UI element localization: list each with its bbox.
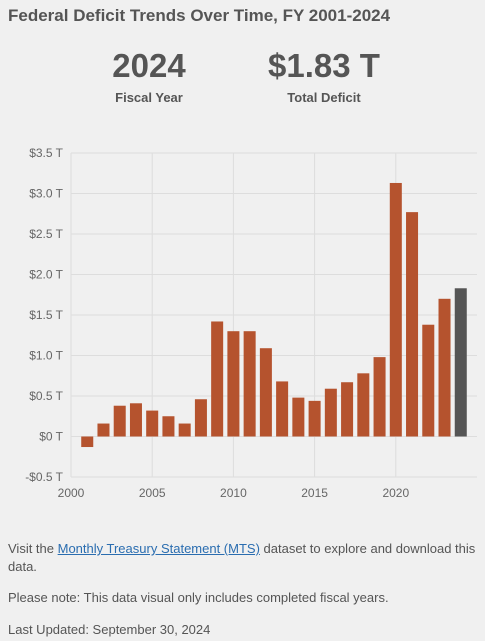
bar-2009 (211, 321, 224, 437)
bar-2019 (373, 357, 386, 437)
y-tick-label: $1.0 T (29, 349, 63, 363)
y-tick-label: $3.0 T (29, 187, 63, 201)
bar-2016 (324, 388, 337, 437)
total-deficit-label: Total Deficit (287, 90, 361, 105)
y-tick-label: $2.5 T (29, 227, 63, 241)
bar-2017 (341, 382, 354, 437)
mts-info-text: Visit the Monthly Treasury Statement (MT… (8, 540, 482, 576)
x-tick-label: 2010 (220, 486, 247, 500)
bar-2023 (438, 298, 451, 437)
bar-2006 (162, 416, 175, 437)
bar-2007 (178, 423, 191, 437)
last-updated: Last Updated: September 30, 2024 (8, 622, 211, 637)
y-tick-label: $0.5 T (29, 389, 63, 403)
bar-2008 (194, 399, 207, 437)
bar-2002 (97, 423, 110, 437)
fiscal-year-value: 2024 (112, 47, 186, 84)
bar-2003 (113, 405, 126, 437)
bar-2004 (129, 403, 142, 437)
fiscal-year-stat: 2024 Fiscal Year (100, 47, 198, 105)
y-tick-label: -$0.5 T (25, 470, 63, 484)
bar-2013 (276, 381, 289, 437)
x-tick-label: 2015 (301, 486, 328, 500)
fiscal-year-label: Fiscal Year (115, 90, 183, 105)
bar-2011 (243, 331, 256, 437)
y-tick-label: $1.5 T (29, 308, 63, 322)
mts-suffix: dataset to explore and download this dat… (8, 541, 476, 574)
y-tick-label: $3.5 T (29, 146, 63, 160)
bar-2005 (146, 410, 159, 437)
x-tick-label: 2005 (139, 486, 166, 500)
bar-2014 (292, 397, 305, 437)
mts-prefix: Visit the (8, 541, 58, 556)
chart-title: Federal Deficit Trends Over Time, FY 200… (8, 6, 391, 25)
deficit-bar-chart: -$0.5 T $0 T $0.5 T $1.0 T $1.5 T $2.0 T $2.5 … (25, 146, 477, 500)
bar-2021 (406, 212, 419, 437)
total-deficit-stat: $1.83 T Total Deficit (256, 47, 392, 105)
bar-2015 (308, 400, 321, 437)
total-deficit-value: $1.83 T (268, 47, 380, 84)
x-tick-label: 2020 (382, 486, 409, 500)
y-tick-label: $0 T (39, 430, 63, 444)
bar-2012 (259, 348, 272, 437)
mts-link[interactable]: Monthly Treasury Statement (MTS) (57, 541, 260, 556)
data-note: Please note: This data visual only inclu… (8, 590, 389, 605)
bar-2020 (389, 182, 402, 437)
bar-2010 (227, 331, 240, 437)
y-tick-label: $2.0 T (29, 268, 63, 282)
bar-2022 (422, 324, 435, 437)
bar-2024 (454, 288, 467, 437)
bar-2001 (81, 436, 94, 448)
bar-2018 (357, 373, 370, 437)
x-tick-label: 2000 (58, 486, 85, 500)
